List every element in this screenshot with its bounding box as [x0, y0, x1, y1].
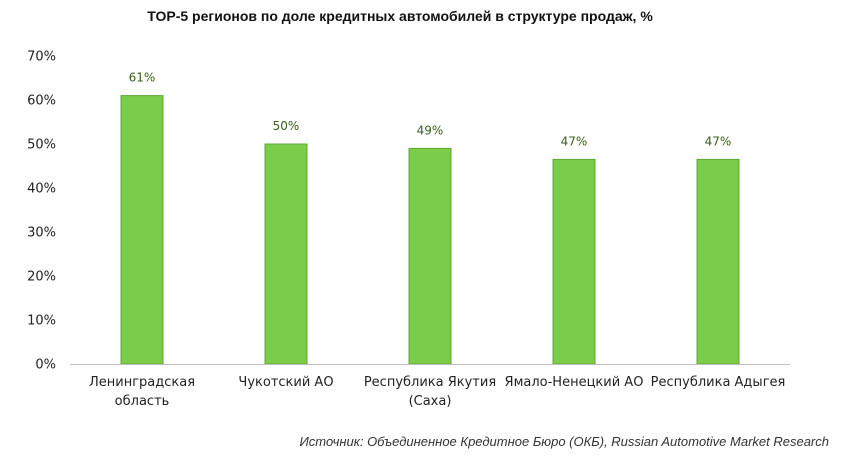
bar [264, 143, 308, 365]
y-tick-label: 0% [35, 358, 56, 373]
data-label: 61% [129, 71, 156, 85]
y-tick-label: 20% [27, 270, 56, 285]
data-labels: 61% 50% 49% 47% 47% [129, 71, 732, 149]
bar [552, 158, 596, 365]
y-tick-label: 30% [27, 226, 56, 241]
category-label: Республика Адыгея [651, 375, 786, 390]
category-label: область [115, 394, 170, 409]
bar [408, 147, 452, 365]
y-tick-label: 60% [27, 94, 56, 109]
category-label: (Саха) [409, 394, 452, 409]
category-label: Ямало-Ненецкий АО [505, 375, 644, 390]
category-label: Республика Якутия [364, 375, 496, 390]
data-label: 47% [705, 134, 732, 148]
y-tick-label: 50% [27, 138, 56, 153]
y-tick-label: 70% [27, 50, 56, 65]
bar [696, 158, 740, 365]
data-label: 47% [561, 134, 588, 148]
bars [120, 95, 740, 365]
bar [120, 95, 164, 365]
data-label: 50% [273, 119, 300, 133]
y-axis: 0% 10% 20% 30% 40% 50% 60% 70% [27, 50, 56, 373]
y-tick-label: 40% [27, 182, 56, 197]
data-label: 49% [417, 123, 444, 137]
chart-title: TOP-5 регионов по доле кредитных автомоб… [147, 8, 653, 24]
x-axis: Ленинградская область Чукотский АО Республи… [70, 364, 790, 409]
y-tick-label: 10% [27, 314, 56, 329]
category-label: Ленинградская [89, 375, 195, 390]
source-note: Источник: Объединенное Кредитное Бюро (О… [299, 434, 829, 449]
category-label: Чукотский АО [238, 375, 333, 390]
